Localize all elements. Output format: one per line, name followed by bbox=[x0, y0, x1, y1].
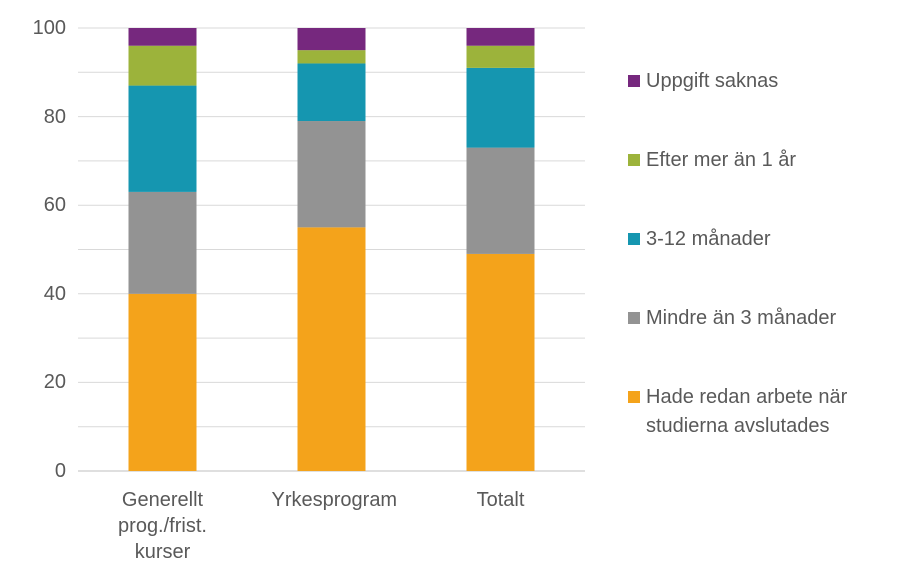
y-tick-label: 20 bbox=[43, 371, 66, 394]
y-tick-label: 60 bbox=[43, 194, 66, 217]
bar-segment bbox=[128, 28, 197, 46]
legend-label: Efter mer än 1 år bbox=[646, 149, 797, 171]
legend-label: Uppgift saknas bbox=[646, 70, 779, 92]
bar-segment bbox=[297, 121, 366, 228]
bar-segment bbox=[466, 45, 535, 68]
x-tick-label: Generellt prog./frist. kurser bbox=[118, 489, 207, 563]
legend-swatch bbox=[628, 233, 640, 245]
bar-segment bbox=[466, 147, 535, 254]
bar-segment bbox=[297, 28, 366, 51]
x-tick-label: Totalt bbox=[476, 489, 525, 511]
bar-segment bbox=[128, 45, 197, 86]
bar-segment bbox=[297, 227, 366, 471]
bar-segment bbox=[297, 63, 366, 122]
y-tick-label: 100 bbox=[32, 17, 66, 39]
bar-segment bbox=[466, 253, 535, 471]
bar-segment bbox=[128, 85, 197, 192]
legend-label: Mindre än 3 månader bbox=[646, 307, 837, 329]
legend-label: 3-12 månader bbox=[646, 228, 771, 250]
y-tick-label: 0 bbox=[54, 460, 66, 482]
y-tick-label: 80 bbox=[43, 105, 66, 128]
bar-segment bbox=[128, 293, 197, 471]
x-tick-label: Yrkesprogram bbox=[271, 489, 398, 511]
legend-swatch bbox=[628, 312, 640, 324]
bar-segment bbox=[297, 50, 366, 64]
legend-label: Hade redan arbete när studierna avslutad… bbox=[646, 386, 848, 437]
y-tick-label: 40 bbox=[43, 282, 66, 305]
bar-segment bbox=[128, 191, 197, 294]
legend-swatch bbox=[628, 154, 640, 166]
bar-segment bbox=[466, 28, 535, 46]
bar-segment bbox=[466, 67, 535, 148]
legend-swatch bbox=[628, 75, 640, 87]
legend-swatch bbox=[628, 391, 640, 403]
